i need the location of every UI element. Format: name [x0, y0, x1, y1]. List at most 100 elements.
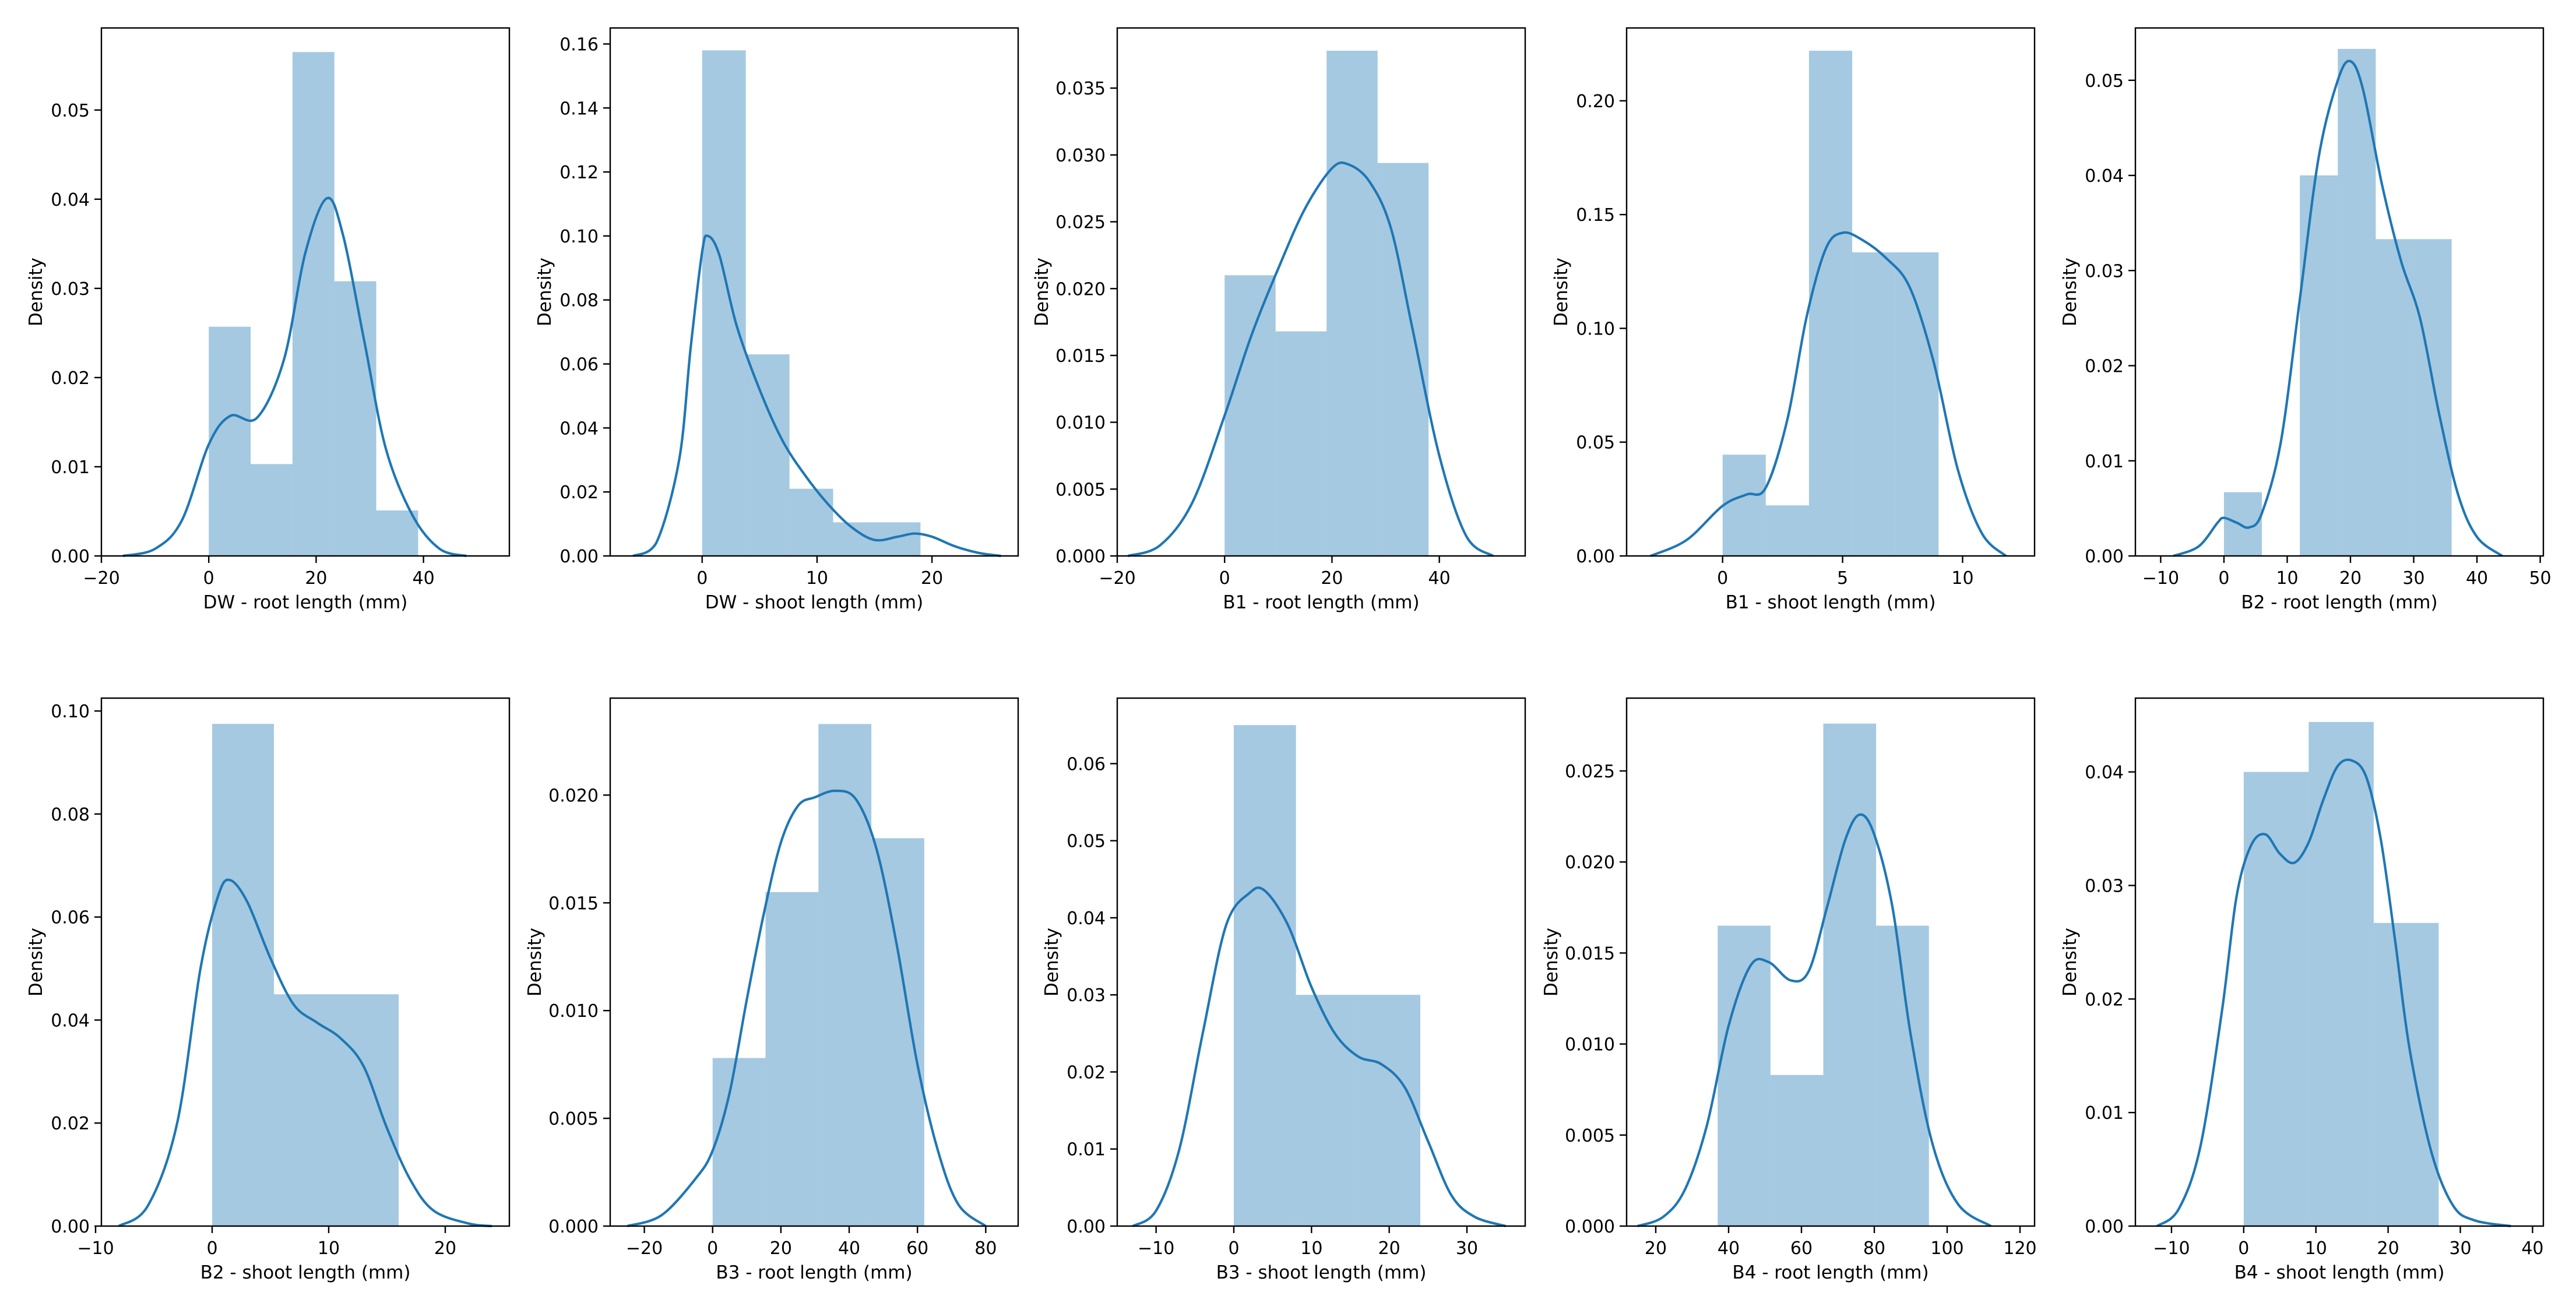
- histogram-bar: [2373, 922, 2439, 1226]
- x-tick-label: 0: [707, 1238, 718, 1259]
- y-axis-label: Density: [534, 258, 555, 326]
- x-axis-label: DW - root length (mm): [203, 592, 408, 613]
- x-tick-label: 40: [2521, 1238, 2543, 1259]
- y-tick-label: 0.020: [548, 786, 599, 806]
- x-tick-label: 20: [305, 568, 327, 589]
- x-tick-label: −20: [626, 1238, 663, 1259]
- kde-curve: [118, 878, 492, 1228]
- x-axis-label: DW - shoot length (mm): [705, 592, 923, 613]
- y-axis-label: Density: [26, 258, 47, 326]
- histogram-bar: [1377, 163, 1429, 556]
- subplot-4: 0 5 10 0.00 0.05 0.10 0.15 0.20 B1 - shoot lengt…: [1551, 27, 2036, 613]
- y-axis-label: Density: [1551, 258, 1572, 326]
- x-axis-label: B3 - shoot length (mm): [1216, 1262, 1427, 1283]
- y-tick-label: 0.12: [559, 163, 599, 183]
- axes-frame: [100, 27, 511, 557]
- y-tick-label: 0.02: [2085, 989, 2124, 1010]
- x-tick-label: −20: [1099, 568, 1135, 589]
- x-tick-label: 20: [770, 1238, 792, 1259]
- y-tick-label: 0.08: [559, 291, 599, 311]
- y-axis-label: Density: [2060, 258, 2081, 326]
- y-tick-label: 0.05: [1576, 433, 1615, 453]
- y-axis-label: Density: [1541, 928, 1562, 996]
- x-tick-label: 100: [1930, 1238, 1963, 1259]
- y-tick-label: 0.04: [2085, 763, 2124, 783]
- histogram-bar: [2413, 239, 2452, 556]
- subplot-2: 0 10 20 0.00 0.02 0.04 0.06 0.08 0.10 0.12 0.14 0.1…: [534, 27, 1019, 613]
- axes-frame: [1116, 27, 1526, 557]
- x-tick-label: 10: [1951, 568, 1973, 589]
- histogram-bar: [1275, 331, 1327, 556]
- x-tick-label: 5: [1837, 568, 1848, 589]
- y-tick-label: 0.00: [1576, 547, 1615, 567]
- x-axis-label: B4 - shoot length (mm): [2234, 1262, 2445, 1283]
- histogram-bar: [212, 724, 274, 1226]
- x-tick-label: −10: [1138, 1238, 1174, 1259]
- y-tick-label: 0.15: [1576, 205, 1615, 226]
- histogram-bar: [1718, 925, 1771, 1226]
- y-tick-label: 0.01: [1067, 1140, 1106, 1160]
- y-tick-label: 0.005: [1055, 480, 1106, 500]
- kde-curve: [1132, 886, 1507, 1228]
- y-tick-label: 0.00: [2085, 547, 2124, 567]
- y-tick-label: 0.035: [1055, 79, 1106, 99]
- histogram-bar: [376, 510, 418, 556]
- y-axis-label: Density: [1032, 258, 1053, 326]
- histogram-bar: [1296, 995, 1359, 1226]
- x-tick-label: 20: [434, 1238, 456, 1259]
- histogram-bar: [292, 52, 335, 557]
- y-tick-label: 0.06: [1067, 754, 1106, 774]
- kde-curve: [632, 234, 1001, 558]
- histogram-bar: [1823, 723, 1877, 1226]
- y-tick-label: 0.10: [1576, 319, 1615, 339]
- y-tick-label: 0.01: [2085, 452, 2124, 472]
- x-axis-label: B4 - root length (mm): [1732, 1262, 1929, 1283]
- y-tick-label: 0.000: [548, 1217, 599, 1237]
- y-tick-label: 0.000: [1565, 1217, 1615, 1237]
- y-tick-label: 0.05: [1067, 832, 1106, 852]
- x-tick-label: 80: [1863, 1238, 1885, 1259]
- subplot-7: −20 0 20 40 60 80 0.000 0.005 0.010 0.015 0.020 B3 …: [525, 697, 1019, 1283]
- x-tick-label: 20: [1321, 568, 1343, 589]
- y-tick-label: 0.02: [2085, 357, 2124, 377]
- x-tick-label: 0: [696, 568, 708, 589]
- y-tick-label: 0.00: [51, 547, 90, 567]
- kde-curve: [2156, 758, 2511, 1228]
- x-tick-label: 40: [1718, 1238, 1740, 1259]
- histogram-bar: [2376, 239, 2414, 556]
- histogram-bar: [1224, 275, 1276, 556]
- subplot-8: −10 0 10 20 30 0.00 0.01 0.02 0.03 0.04 0.05 0.06 B3…: [1041, 697, 1526, 1283]
- histogram-bar: [818, 724, 872, 1226]
- histogram-bar: [1358, 995, 1420, 1226]
- axes-frame: [609, 697, 1019, 1227]
- histogram-bar: [251, 464, 293, 556]
- axes-frame: [2134, 697, 2545, 1227]
- axes-frame: [1625, 27, 2036, 557]
- y-tick-label: 0.00: [1067, 1217, 1106, 1237]
- y-tick-label: 0.10: [51, 702, 90, 722]
- subplot-10: −10 0 10 20 30 40 0.00 0.01 0.02 0.03 0.04 B4 - sho…: [2060, 697, 2545, 1283]
- x-tick-label: 30: [2449, 1238, 2471, 1259]
- histogram-bar: [745, 354, 790, 556]
- y-tick-label: 0.015: [548, 893, 599, 914]
- y-tick-label: 0.20: [1576, 91, 1615, 112]
- x-tick-label: 20: [921, 568, 943, 589]
- kde-curve: [1650, 231, 2007, 557]
- y-tick-label: 0.03: [51, 279, 90, 300]
- x-tick-label: 40: [838, 1238, 860, 1259]
- y-tick-label: 0.10: [559, 227, 599, 247]
- y-tick-label: 0.04: [1067, 908, 1106, 929]
- x-tick-label: 0: [1219, 568, 1230, 589]
- axes-frame: [609, 27, 1019, 557]
- x-axis-label: B2 - root length (mm): [2241, 592, 2437, 613]
- x-tick-label: 20: [2377, 1238, 2399, 1259]
- y-tick-label: 0.06: [559, 355, 599, 375]
- y-tick-label: 0.04: [559, 418, 599, 439]
- x-tick-label: 30: [1456, 1238, 1478, 1259]
- x-tick-label: −10: [77, 1238, 114, 1259]
- x-tick-label: 10: [2276, 568, 2298, 589]
- x-tick-label: 20: [1378, 1238, 1400, 1259]
- y-tick-label: 0.010: [1565, 1035, 1615, 1055]
- y-tick-label: 0.14: [559, 98, 599, 119]
